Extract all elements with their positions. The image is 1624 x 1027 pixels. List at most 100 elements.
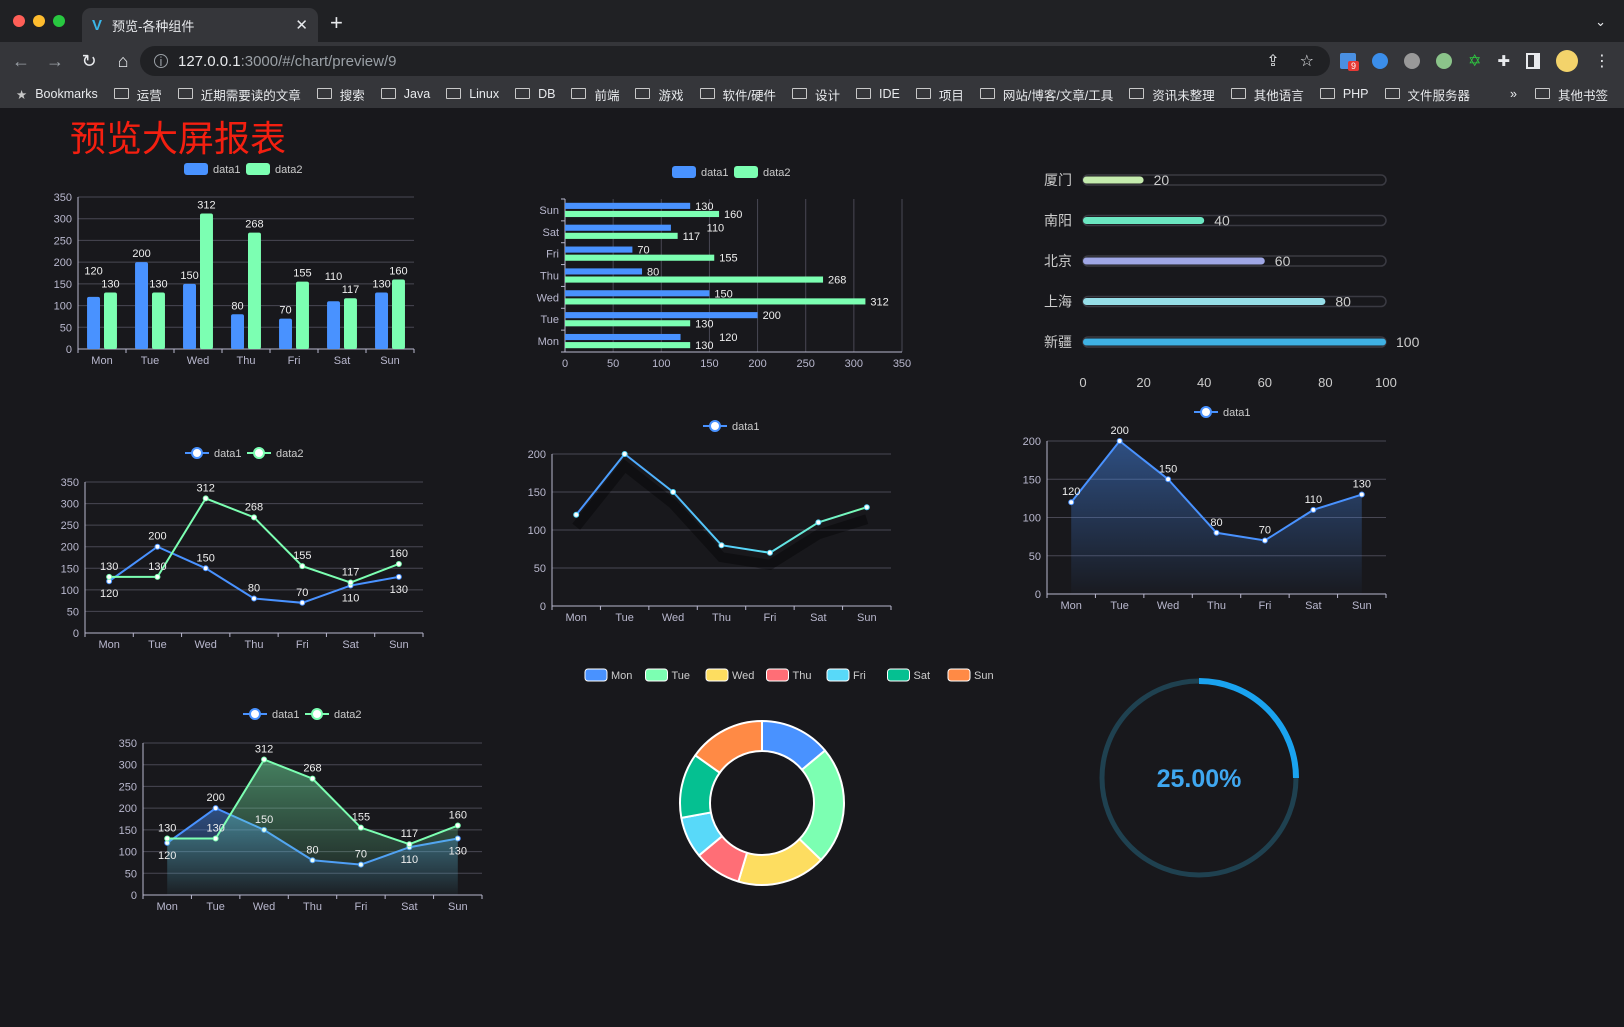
share-icon[interactable]: ⇪ [1266, 53, 1280, 70]
progress-value: 80 [1335, 294, 1351, 310]
legend-item-data2[interactable]: data2 [734, 166, 791, 179]
legend-item-data2[interactable]: data2 [247, 447, 304, 460]
bar-data2 [565, 232, 678, 239]
legend-item-data2[interactable]: data2 [246, 163, 303, 176]
x-tick-label: 50 [607, 358, 619, 370]
y-tick-label: 250 [54, 235, 72, 247]
bookmark-folder[interactable]: 游戏 [635, 85, 684, 104]
bookmark-folder[interactable]: 搜索 [316, 85, 365, 104]
back-icon[interactable]: ← [12, 50, 30, 71]
bookmark-folder[interactable]: 网站/博客/文章/工具 [979, 85, 1113, 104]
data-point [573, 511, 580, 518]
legend-item-Thu[interactable]: Thu [766, 668, 812, 682]
browser-tab[interactable]: V 预览-各种组件 ✕ [82, 8, 318, 42]
legend-swatch [184, 163, 208, 175]
bookmark-folder[interactable]: 设计 [791, 85, 840, 104]
y-tick-label: 150 [61, 563, 79, 575]
x-tick-label: 40 [1197, 375, 1211, 390]
bookmark-folder[interactable]: 前端 [571, 85, 619, 104]
puzzle-extensions-icon[interactable]: ✚ [1497, 53, 1510, 70]
bookmarks-label[interactable]: ★ Bookmarks [16, 87, 98, 102]
bookmark-folder[interactable]: Java [380, 87, 430, 101]
axes: 0 50 100 150 200 250 300 350 Mon Tue Wed Thu Fri Sat S… [537, 198, 911, 370]
bookmark-star-icon[interactable]: ☆ [1299, 53, 1314, 70]
x-tick-label: Mon [1061, 600, 1082, 612]
legend-item-data1[interactable]: data1 [184, 163, 241, 176]
y-tick-label: 100 [54, 301, 72, 313]
minimize-window-button[interactable] [33, 15, 45, 27]
other-bookmarks-folder[interactable]: 其他书签 [1534, 85, 1608, 104]
close-window-button[interactable] [13, 15, 25, 27]
extension-badge: 9 [1348, 61, 1360, 71]
more-bookmarks-button[interactable]: » [1510, 87, 1517, 101]
address-bar[interactable]: i 127.0.0.1:3000/#/chart/preview/9 ⇪ ☆ [140, 46, 1330, 76]
legend-item-Wed[interactable]: Wed [705, 668, 754, 682]
star-icon: ★ [16, 87, 28, 102]
legend-swatch [766, 668, 789, 682]
folder-icon [635, 87, 651, 99]
bookmark-folder[interactable]: 近期需要读的文章 [177, 85, 301, 104]
bookmark-folder[interactable]: 项目 [915, 85, 964, 104]
url-host: 127.0.0.1 [178, 52, 241, 70]
data-label: 130 [390, 584, 408, 596]
reload-icon[interactable]: ↻ [81, 50, 97, 71]
axes: 0 50 100 150 200 250 300 350 Mon Tue Wed Thu Fri Sat S… [54, 192, 415, 367]
folder-icon [380, 87, 396, 99]
legend-item-data1[interactable]: data1 [703, 420, 760, 433]
x-tick-label: Tue [148, 639, 167, 651]
profile-avatar[interactable] [1555, 50, 1578, 72]
bookmark-folder[interactable]: Linux [446, 87, 499, 101]
bar-data2 [565, 210, 720, 218]
legend-item-data2[interactable]: data2 [305, 708, 362, 721]
legend-item-Sat[interactable]: Sat [887, 668, 931, 682]
data-label: 155 [293, 550, 311, 562]
legend-item-data1[interactable]: data1 [243, 708, 300, 721]
bookmark-folder[interactable]: 运营 [113, 85, 162, 104]
bookmark-folder[interactable]: DB [515, 87, 555, 101]
new-tab-button[interactable]: + [330, 10, 343, 35]
bar-data1 [327, 301, 340, 349]
legend-item-Mon[interactable]: Mon [584, 668, 632, 682]
x-tick-label: 60 [1258, 375, 1272, 390]
legend-item-Fri[interactable]: Fri [826, 668, 866, 682]
site-info-icon[interactable]: i [154, 54, 168, 69]
close-tab-icon[interactable]: ✕ [295, 17, 308, 34]
gem-extension-icon[interactable] [1372, 53, 1388, 69]
legend-label: data2 [334, 709, 362, 721]
green-dot-extension-icon[interactable] [1436, 53, 1452, 69]
legend-item-data1[interactable]: data1 [672, 166, 729, 179]
bookmark-folder[interactable]: IDE [856, 87, 900, 101]
legend-item-data1[interactable]: data1 [185, 447, 242, 460]
maximize-window-button[interactable] [53, 15, 65, 27]
star-extension-icon[interactable]: ✡ [1468, 53, 1482, 70]
side-panel-icon[interactable] [1525, 53, 1540, 69]
data-label: 70 [296, 587, 308, 599]
legend-swatch [947, 668, 971, 682]
y-tick-label: 100 [61, 585, 79, 597]
legend-label: data1 [213, 164, 241, 176]
legend-item-Sun[interactable]: Sun [947, 668, 994, 682]
y-tick-label: 200 [119, 803, 137, 815]
x-tick-label: Sun [857, 612, 877, 624]
tab-search-chevron-icon[interactable]: ⌄ [1595, 14, 1606, 29]
legend-item-Tue[interactable]: Tue [645, 668, 691, 682]
y-tick-label: 350 [61, 477, 79, 489]
bookmark-folder[interactable]: 文件服务器 [1384, 85, 1470, 104]
data-point [106, 573, 113, 580]
legend-swatch [734, 166, 758, 178]
line-shadow [572, 459, 869, 571]
bookmark-folder[interactable]: 软件/硬件 [699, 85, 776, 104]
bookmark-folder[interactable]: 资讯未整理 [1129, 85, 1215, 104]
gauge-progress [1198, 678, 1299, 779]
bookmark-folder[interactable]: 其他语言 [1230, 85, 1304, 104]
bookmark-folder[interactable]: PHP [1319, 87, 1369, 101]
bar-data2 [344, 298, 357, 349]
extension-icon[interactable]: 9 [1340, 53, 1360, 71]
command-extension-icon[interactable] [1404, 53, 1420, 69]
forward-icon[interactable]: → [46, 50, 64, 71]
legend-label: data1 [732, 421, 760, 433]
legend-item-data1[interactable]: data1 [1194, 406, 1251, 419]
home-icon[interactable]: ⌂ [117, 50, 129, 71]
x-tick-label: Mon [566, 612, 587, 624]
menu-kebab-icon[interactable]: ⋮ [1593, 53, 1610, 70]
